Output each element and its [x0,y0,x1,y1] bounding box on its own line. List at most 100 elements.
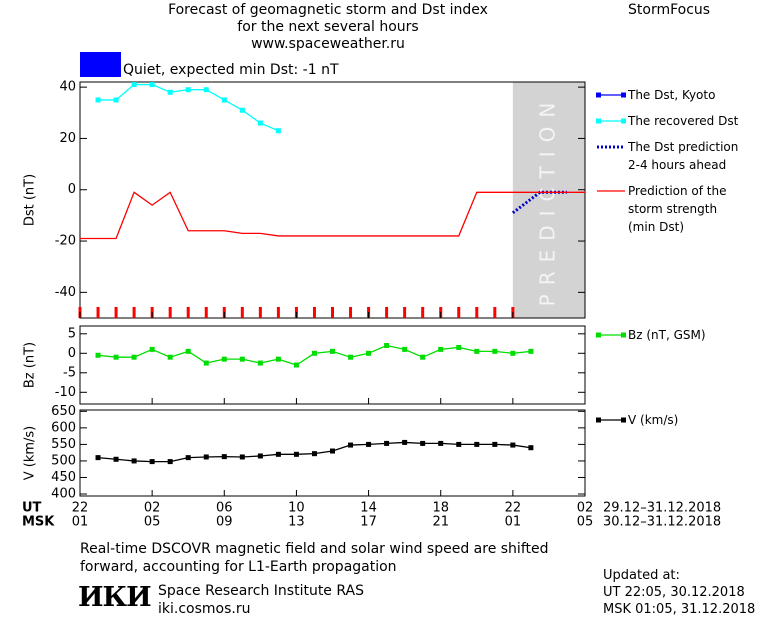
x-tick-label: 01 [505,515,522,530]
series-marker [203,360,209,366]
legend-marker [596,118,601,124]
plot-frame [79,325,586,405]
series-marker [95,352,101,358]
date-range: 29.12–31.12.2018 [603,501,721,516]
status: Quiet, expected min Dst: -1 nT [123,62,339,78]
legend-label: The recovered Dst [628,114,739,128]
legend-label: The Dst, Kyoto [628,88,716,102]
y-tick-label: 600 [51,420,76,435]
legend-label: V (km/s) [628,413,679,427]
y-tick-label: -40 [55,285,76,300]
y-tick-label: 450 [51,470,76,485]
y-tick-label: 0 [68,346,76,361]
series-marker [95,455,101,461]
x-tick-label: 02 [577,501,594,516]
series-marker [474,441,480,447]
series-marker [167,459,173,465]
updated-title: Updated at: [603,568,680,583]
series-marker [257,453,263,459]
series-marker [420,440,426,446]
series-marker [311,350,317,356]
series-marker [131,458,137,464]
series-marker [167,354,173,360]
series-marker [402,346,408,352]
series-marker [402,439,408,445]
series-marker [149,459,155,465]
y-tick-label: 0 [68,182,76,197]
x-tick-label: 10 [288,501,305,516]
series-marker [203,454,209,460]
legend-marker [596,332,601,338]
x-tick-label: 22 [505,501,522,516]
series-marker [257,120,263,126]
series-marker [438,346,444,352]
series-marker [492,441,498,447]
series-marker [239,454,245,460]
series-marker [366,441,372,447]
date-range: 30.12–31.12.2018 [603,515,721,530]
note: Real-time DSCOVR magnetic field and sola… [80,541,549,575]
series-marker [330,448,335,454]
series-marker [492,348,498,354]
legend-marker [621,118,626,124]
series-marker [113,456,119,462]
series-marker [456,441,462,447]
series-marker [420,354,426,360]
series-marker [113,354,119,360]
series-marker [474,348,480,354]
series-marker [149,82,155,88]
brand: StormFocus [628,2,711,18]
y-tick-label: -20 [55,234,76,249]
y-tick-label: 500 [51,453,76,468]
series-marker [239,107,245,113]
x-row-label: MSK [22,515,55,530]
x-tick-label: 01 [72,515,89,530]
x-tick-label: 14 [360,501,377,516]
series-marker [221,356,227,362]
legend-label: Bz (nT, GSM) [628,328,706,342]
series-marker [239,356,245,362]
x-tick-label: 09 [216,515,233,530]
series-marker [528,445,534,451]
x-tick-label: 22 [72,501,89,516]
legend-marker [621,92,626,98]
prediction-label: PREDICTION [535,94,559,307]
y-tick-label: 40 [59,80,76,95]
legend-marker [621,417,626,423]
title: Forecast of geomagnetic storm and Dst in… [168,2,488,52]
y-tick-label: 550 [51,437,76,452]
x-tick-label: 05 [577,515,594,530]
x-tick-label: 02 [144,501,161,516]
series-marker [149,346,155,352]
x-tick-label: 18 [432,501,449,516]
y-tick-label: 20 [59,131,76,146]
status-swatch [80,52,121,77]
series-marker [185,455,191,461]
x-row-label: UT [22,501,42,516]
x-tick-label: 17 [360,515,377,530]
y-tick-label: 5 [68,326,76,341]
legend-marker [596,417,601,423]
plot-frame [79,409,586,497]
series-marker [366,350,372,356]
series-marker [348,354,354,360]
legend-marker [596,92,601,98]
site: iki.cosmos.ru [158,601,251,617]
series-marker [257,360,263,366]
y-axis-label: Dst (nT) [23,174,38,226]
legend-label: The Dst prediction 2-4 hours ahead [628,140,739,172]
x-tick-label: 06 [216,501,233,516]
series-marker [456,344,462,350]
series-marker [185,87,191,93]
series-marker [203,87,209,93]
series-marker [311,451,317,457]
series-marker [167,89,173,95]
y-tick-label: 400 [51,487,76,502]
series-marker [293,451,299,457]
plot-frame [79,81,586,319]
series-marker [95,97,101,103]
updated-ut: UT 22:05, 30.12.2018 [603,585,745,600]
x-tick-label: 05 [144,515,161,530]
series-marker [275,128,281,134]
